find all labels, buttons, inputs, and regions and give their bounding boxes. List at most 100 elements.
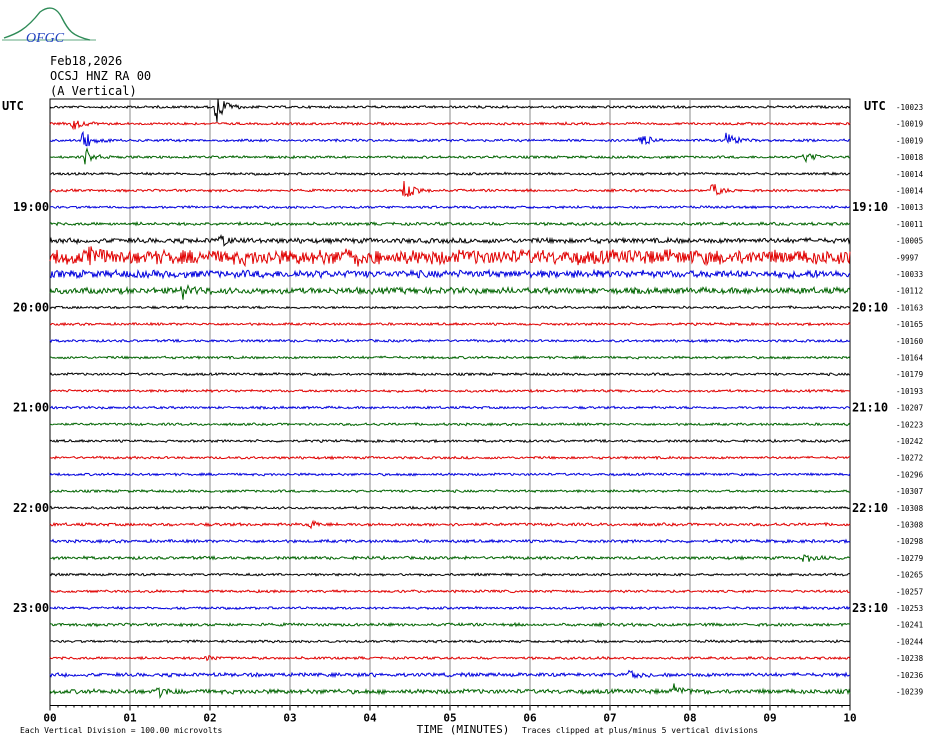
seismic-trace [49, 305, 851, 310]
trace-offset-label: -10307 [896, 487, 923, 496]
utc-left-label: UTC [2, 99, 24, 113]
trace-offset-label: -10023 [896, 103, 923, 112]
seismic-trace [49, 683, 851, 699]
trace-offset-label: -10279 [896, 554, 923, 563]
x-tick-label: 00 [43, 712, 56, 725]
seismic-trace [49, 268, 851, 280]
left-time-label: 19:00 [13, 200, 49, 214]
trace-offset-label: -10241 [896, 621, 923, 630]
seismic-trace [49, 355, 851, 361]
seismic-trace [49, 519, 851, 530]
trace-offset-label: -10019 [896, 120, 923, 129]
trace-offset-label: -10164 [896, 354, 924, 363]
trace-offset-label: -10013 [896, 203, 923, 212]
seismic-trace [49, 371, 851, 377]
seismic-trace [49, 220, 851, 227]
trace-offset-label: -9997 [896, 253, 919, 262]
seismic-trace [49, 639, 851, 644]
x-tick-label: 05 [443, 712, 456, 725]
left-time-label: 21:00 [13, 401, 49, 415]
seismic-trace [49, 669, 851, 680]
trace-offset-label: -10298 [896, 537, 924, 546]
x-tick-label: 03 [283, 712, 296, 725]
footer-right-note: Traces clipped at plus/minus 5 vertical … [522, 726, 758, 735]
seismic-trace [49, 621, 850, 628]
trace-offset-label: -10165 [896, 320, 923, 329]
seismic-trace [49, 321, 851, 327]
seismic-trace [49, 488, 851, 494]
seismic-trace [49, 572, 851, 578]
x-axis-title: TIME (MINUTES) [417, 723, 510, 736]
trace-offset-label: -10160 [896, 337, 924, 346]
x-tick-label: 10 [843, 712, 856, 725]
footer-left-note: Each Vertical Division = 100.00 microvol… [20, 726, 222, 735]
seismic-trace [49, 171, 851, 177]
right-time-label: 22:10 [852, 501, 888, 515]
logo-text: OFGC [26, 31, 65, 46]
trace-offset-label: -10308 [896, 504, 924, 513]
seismic-trace [49, 388, 851, 394]
x-tick-label: 04 [363, 712, 377, 725]
seismic-trace [49, 455, 851, 461]
left-time-label: 20:00 [13, 300, 49, 314]
left-time-label: 23:00 [13, 601, 49, 615]
seismic-trace [49, 655, 851, 662]
utc-right-label: UTC [864, 99, 886, 113]
seismic-trace [49, 538, 851, 544]
seismic-trace [49, 233, 851, 247]
seismic-trace [49, 120, 851, 131]
plot-grid [49, 98, 851, 711]
trace-offset-label: -10018 [896, 153, 924, 162]
trace-offset-label: -10272 [896, 454, 923, 463]
trace-offset-label: -10033 [896, 270, 923, 279]
header-date: Feb18,2026 [50, 54, 123, 68]
seismic-trace [49, 338, 851, 344]
x-tick-label: 01 [123, 712, 137, 725]
trace-offset-label: -10239 [896, 688, 923, 697]
seismic-trace [49, 588, 850, 594]
trace-offset-label: -10308 [896, 521, 924, 530]
seismic-trace [49, 505, 851, 511]
left-time-label: 22:00 [13, 501, 49, 515]
trace-offset-label: -10179 [896, 370, 923, 379]
seismic-trace [49, 204, 851, 210]
x-tick-label: 06 [523, 712, 537, 725]
right-time-label: 21:10 [852, 401, 888, 415]
seismic-trace [49, 472, 851, 477]
right-time-label: 23:10 [852, 601, 888, 615]
trace-offset-label: -10265 [896, 571, 923, 580]
x-tick-label: 02 [203, 712, 216, 725]
trace-offset-label: -10207 [896, 404, 923, 413]
x-tick-label: 09 [763, 712, 776, 725]
ofgc-logo: OFGC [2, 7, 96, 46]
trace-offset-label: -10238 [896, 654, 924, 663]
trace-offset-label: -10014 [896, 187, 924, 196]
label-group: 00 01 02 03 04 05 06 07 08 09 10 TIME (MINUTES) Each… [13, 103, 924, 736]
trace-offset-label: -10242 [896, 437, 923, 446]
seismic-trace [49, 283, 851, 300]
seismic-trace [49, 180, 851, 198]
trace-offset-label: -10011 [896, 220, 923, 229]
seismic-trace [49, 605, 851, 611]
seismic-trace [49, 421, 851, 427]
right-time-label: 20:10 [852, 300, 888, 314]
seismic-trace [49, 130, 850, 147]
trace-offset-label: -10236 [896, 671, 924, 680]
trace-offset-label: -10257 [896, 587, 923, 596]
seismic-trace [49, 438, 851, 444]
trace-offset-label: -10014 [896, 170, 924, 179]
seismic-trace [49, 98, 851, 123]
x-tick-label: 08 [683, 712, 696, 725]
trace-offset-label: -10019 [896, 136, 923, 145]
trace-offset-label: -10193 [896, 387, 923, 396]
seismic-trace [49, 405, 851, 411]
seismic-trace [49, 554, 851, 562]
trace-offset-label: -10223 [896, 420, 923, 429]
trace-offset-label: -10296 [896, 470, 924, 479]
seismic-trace [49, 246, 851, 268]
trace-offset-label: -10244 [896, 637, 924, 646]
x-tick-label: 07 [603, 712, 616, 725]
header-component: (A Vertical) [50, 84, 137, 98]
right-time-label: 19:10 [852, 200, 888, 214]
